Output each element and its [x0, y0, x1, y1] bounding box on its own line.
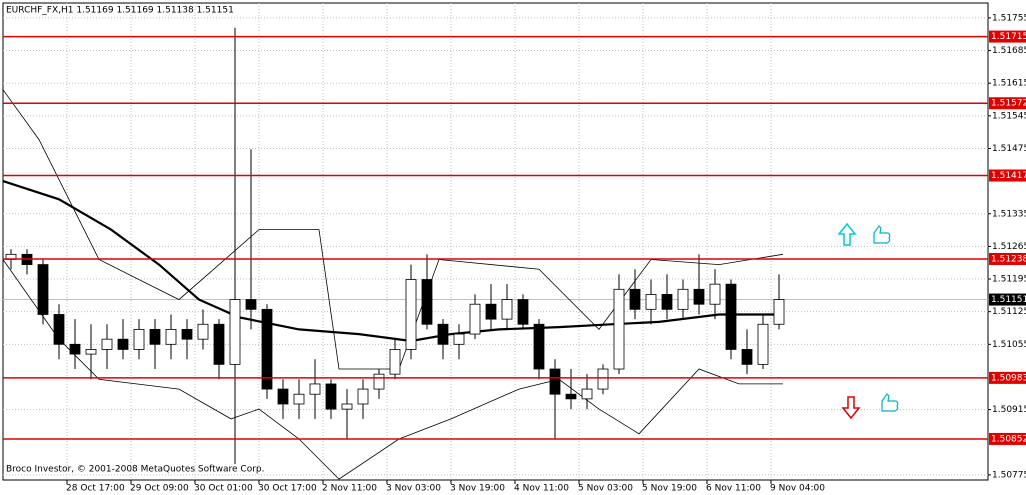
x-tick-label: 3 Nov 03:00: [386, 484, 441, 494]
level-label-box: [989, 252, 1026, 265]
y-tick-label: 1.51335: [992, 209, 1026, 219]
y-tick-label: 1.50775: [992, 470, 1026, 480]
candle-body: [373, 373, 385, 390]
candle-body: [437, 323, 449, 345]
x-tick-label: 6 Nov 11:00: [706, 484, 761, 494]
candle-body: [341, 403, 353, 410]
indicator-line: [2, 89, 784, 370]
candle-body: [277, 388, 289, 405]
y-tick-label: 1.51195: [992, 275, 1026, 285]
candle-body: [757, 323, 769, 365]
candle-body: [485, 303, 497, 320]
y-tick-label: 1.50915: [992, 405, 1026, 415]
up-arrow-icon: [837, 222, 857, 246]
level-label-box: [989, 371, 1026, 384]
level-label: 1.51572: [991, 99, 1026, 109]
copyright-note: Broco Investor, © 2001-2008 MetaQuotes S…: [6, 465, 265, 475]
level-label-box: [989, 97, 1026, 110]
level-label-box: [989, 432, 1026, 445]
y-tick-label: 1.51615: [992, 79, 1026, 89]
level-label: 1.50983: [991, 373, 1026, 383]
bid-label: 1.51151: [991, 295, 1026, 305]
candle-body: [245, 299, 257, 310]
y-tick-label: 1.51055: [992, 340, 1026, 350]
candle-body: [677, 288, 689, 310]
x-tick-label: 9 Nov 04:00: [770, 484, 825, 494]
level-label-box: [989, 169, 1026, 182]
candle-body: [37, 264, 49, 315]
x-tick-label: 4 Nov 11:00: [514, 484, 569, 494]
level-label: 1.51715: [991, 32, 1026, 42]
candle-body: [325, 383, 337, 410]
candle-body: [197, 323, 209, 340]
level-label-box: [989, 30, 1026, 43]
candle-body: [693, 288, 705, 305]
candle-body: [53, 314, 65, 345]
candle-body: [309, 383, 321, 395]
y-tick-label: 1.51685: [992, 46, 1026, 56]
candle-body: [85, 349, 97, 355]
candle-body: [629, 288, 641, 310]
candle-body: [117, 338, 129, 350]
candle-body: [229, 299, 241, 365]
x-tick-label: 29 Oct 09:00: [130, 484, 189, 494]
candle-body: [597, 368, 609, 390]
candle-body: [613, 288, 625, 370]
x-tick-label: 2 Nov 11:00: [322, 484, 377, 494]
candle-body: [549, 368, 561, 395]
level-label: 1.50852: [991, 434, 1026, 444]
candle-body: [165, 328, 177, 345]
candle-body: [565, 393, 577, 400]
candle-body: [533, 323, 545, 370]
y-tick-label: 1.51265: [992, 242, 1026, 252]
candle-body: [149, 328, 161, 345]
candle-body: [357, 388, 369, 405]
x-tick-label: 30 Oct 17:00: [258, 484, 317, 494]
candle-body: [69, 343, 81, 355]
thumb-up-icon: [873, 225, 891, 244]
x-tick-label: 5 Nov 19:00: [642, 484, 697, 494]
x-tick-label: 28 Oct 17:00: [66, 484, 125, 494]
x-tick-label: 3 Nov 19:00: [450, 484, 505, 494]
candle-body: [773, 299, 785, 325]
candle-body: [261, 308, 273, 390]
candle-body: [501, 299, 513, 320]
candle-body: [645, 294, 657, 310]
candle-body: [581, 388, 593, 400]
y-tick-label: 1.51475: [992, 144, 1026, 154]
candle-body: [725, 283, 737, 350]
plot-frame: [2, 2, 989, 481]
x-tick-label: 5 Nov 03:00: [578, 484, 633, 494]
down-arrow-icon: [841, 396, 861, 420]
y-tick-label: 1.51545: [992, 111, 1026, 121]
plot-area: [2, 3, 988, 480]
candle-body: [389, 349, 401, 375]
candle-body: [101, 338, 113, 350]
candle-body: [709, 283, 721, 305]
candle-body: [421, 279, 433, 325]
candle-body: [517, 299, 529, 325]
level-label: 1.51417: [991, 171, 1026, 181]
candle-body: [133, 328, 145, 350]
y-tick-label: 1.51755: [992, 13, 1026, 23]
candle-body: [213, 323, 225, 365]
candle-body: [469, 303, 481, 335]
level-label: 1.51238: [991, 254, 1026, 264]
candle-body: [293, 393, 305, 405]
bid-label-box: [989, 293, 1026, 306]
candle-body: [181, 328, 193, 340]
indicator-line: [2, 180, 783, 343]
chart-title: EURCHF_FX,H1 1.51169 1.51169 1.51138 1.5…: [6, 6, 234, 16]
candle-body: [405, 279, 417, 350]
x-tick-label: 30 Oct 01:00: [194, 484, 253, 494]
candle-body: [661, 294, 673, 310]
candle-body: [741, 349, 753, 365]
thumb-up-icon: [881, 393, 899, 412]
candle-body: [453, 333, 465, 345]
y-tick-label: 1.51125: [992, 307, 1026, 317]
